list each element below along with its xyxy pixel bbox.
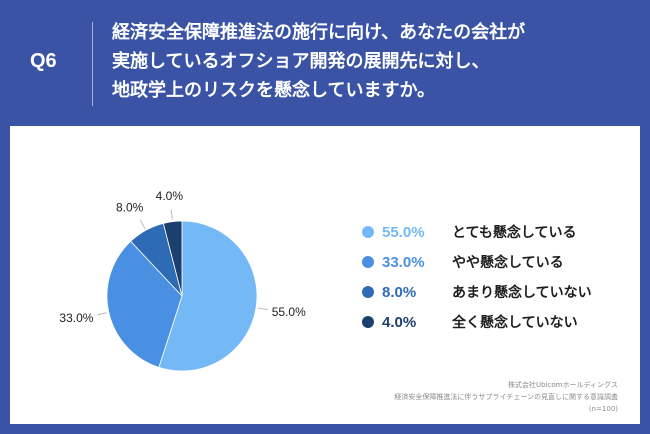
source-sample-size: (n=100): [588, 405, 618, 413]
question-line-3: 地政学上のリスクを懸念していますか。: [112, 80, 436, 101]
legend-swatch-2: [362, 256, 374, 268]
source-company: 株式会社Ubicomホールディングス: [508, 381, 618, 389]
legend-percent-3: 8.0%: [382, 283, 417, 301]
question-text: 経済安全保障推進法の施行に向け、あなたの会社が 実施しているオフショア開発の展開…: [112, 18, 632, 105]
legend-item-1: 55.0% とても懸念している: [362, 220, 576, 244]
legend-item-4: 4.0% 全く懸念していない: [362, 310, 578, 334]
legend-swatch-4: [362, 316, 374, 328]
leader-line-2: [96, 312, 107, 316]
pie-slice-1: [158, 220, 258, 372]
question-line-2: 実施しているオフショア開発の展開先に対し、: [112, 51, 490, 72]
pie-slice-4: [162, 220, 183, 297]
slice-value-label-1: 55.0%: [272, 305, 306, 319]
slice-value-label-2: 33.0%: [59, 311, 93, 325]
question-header: Q6 経済安全保障推進法の施行に向け、あなたの会社が 実施しているオフショア開発…: [0, 0, 650, 124]
legend-percent-4: 4.0%: [382, 313, 417, 331]
header-divider: [92, 22, 93, 106]
leader-line-3: [139, 219, 146, 229]
slice-value-label-3: 8.0%: [116, 200, 144, 214]
legend-percent-2: 33.0%: [382, 253, 425, 271]
legend-label-3: あまり懸念していない: [452, 285, 592, 301]
legend-label-2: やや懸念している: [452, 255, 564, 271]
question-line-1: 経済安全保障推進法の施行に向け、あなたの会社が: [112, 22, 526, 43]
chart-panel: 55.0% 33.0% 8.0% 4.0% 55.0% とても懸念している 33.0% やや…: [10, 126, 640, 424]
leader-line-4: [170, 209, 173, 220]
legend-swatch-3: [362, 286, 374, 298]
legend-swatch-1: [362, 226, 374, 238]
source-survey-title: 経済安全保障推進法に伴うサプライチェーンの見直しに関する意識調査: [394, 393, 618, 401]
legend-item-3: 8.0% あまり懸念していない: [362, 280, 592, 304]
legend-label-1: とても懸念している: [452, 225, 577, 241]
legend-item-2: 33.0% やや懸念している: [362, 250, 564, 274]
slice-value-label-4: 4.0%: [156, 189, 184, 203]
pie-chart: 55.0% 33.0% 8.0% 4.0%: [59, 189, 306, 372]
question-number: Q6: [30, 50, 57, 72]
leader-line-1: [257, 307, 269, 311]
legend-label-4: 全く懸念していない: [452, 315, 578, 331]
pie-slice-2: [106, 240, 183, 368]
legend-percent-1: 55.0%: [382, 223, 425, 241]
